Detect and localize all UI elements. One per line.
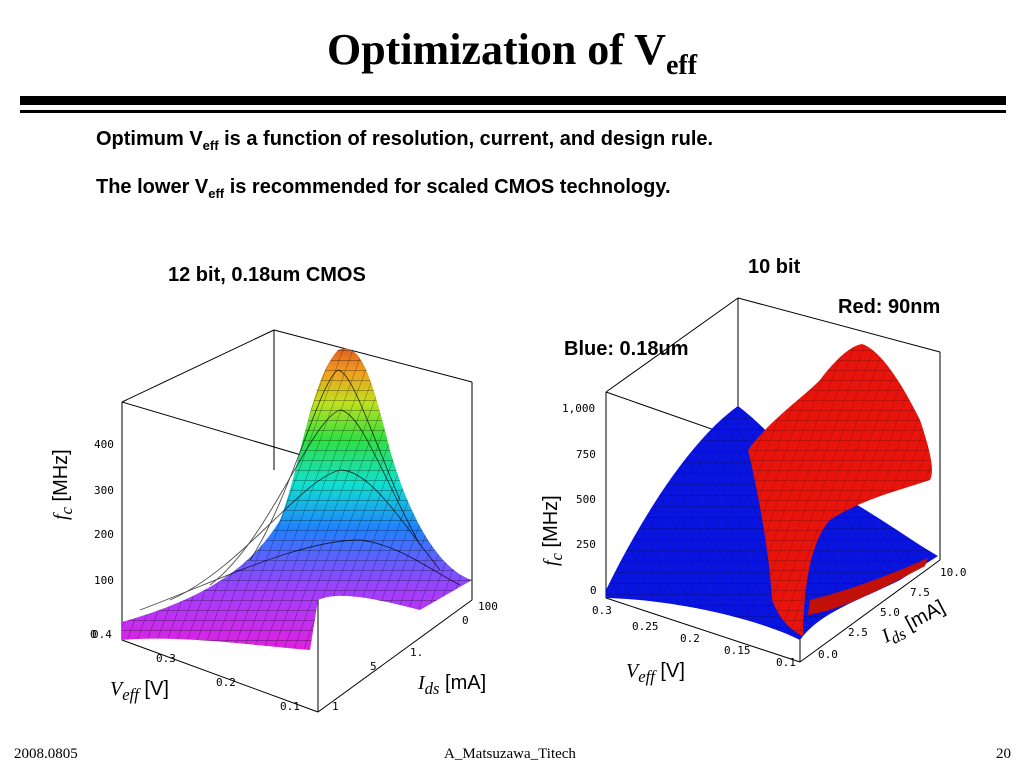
left-surface-mesh — [122, 348, 472, 650]
right-z-ticks: 0 250 500 750 1,000 — [562, 402, 597, 597]
tick-label: 0 — [462, 614, 469, 627]
tick-label: 300 — [94, 484, 114, 497]
right-v-axis-label: Veff [V] — [626, 660, 685, 687]
axis-symbol: f — [50, 514, 72, 520]
tick-label: 500 — [576, 493, 596, 506]
left-plot-frame — [121, 329, 473, 713]
tick-label: 400 — [94, 438, 114, 451]
tick-label: 0.2 — [216, 676, 236, 689]
tick-label: 0.4 — [92, 628, 112, 641]
tick-label: 0.25 — [632, 620, 659, 633]
bullet-lower: The lower Veff is recommended for scaled… — [96, 176, 671, 201]
slide-title: Optimization of Veff — [0, 24, 1024, 82]
legend-red: Red: 90nm — [838, 296, 941, 318]
tick-label: 0.15 — [724, 644, 751, 657]
left-z-ticks: 0 100 200 300 400 — [90, 438, 114, 641]
tick-label: 0.1 — [280, 700, 300, 713]
right-i-ticks: 0.0 2.5 5.0 7.5 10.0 — [818, 566, 967, 661]
bullet-optimum: Optimum Veff is a function of resolution… — [96, 128, 713, 153]
tick-label: 0.2 — [680, 632, 700, 645]
title-subscript: eff — [665, 49, 698, 81]
axis-symbol: V — [110, 678, 123, 700]
right-v-ticks: 0.3 0.25 0.2 0.15 0.1 — [592, 604, 796, 669]
bullet-text: The lower V — [96, 176, 209, 198]
red-surface-floor — [808, 558, 928, 615]
right-z-axis-label: fc [MHz] — [540, 495, 567, 566]
title-rule-thin — [20, 110, 1006, 113]
tick-label: 200 — [94, 528, 114, 541]
footer-author: A_Matsuzawa_Titech — [444, 746, 576, 762]
left-v-ticks: 0.4 0.3 0.2 0.1 — [92, 628, 300, 713]
tick-label: 100 — [478, 600, 498, 613]
left-z-axis-label: fc [MHz] — [50, 449, 77, 520]
tick-label: 0 — [90, 628, 97, 641]
tick-label: 100 — [94, 574, 114, 587]
title-main: Optimization of V — [326, 25, 666, 74]
axis-unit: [MHz] — [50, 449, 72, 508]
axis-unit: [V] — [654, 660, 685, 682]
tick-label: 7.5 — [910, 586, 930, 599]
left-v-axis-label: Veff [V] — [110, 678, 169, 705]
axis-symbol: V — [626, 660, 639, 682]
tick-label: 1,000 — [562, 402, 595, 415]
tick-label: 750 — [576, 448, 596, 461]
tick-label: 5 — [370, 660, 377, 673]
axis-subscript: c — [57, 507, 76, 515]
tick-label: 0.3 — [592, 604, 612, 617]
tick-label: 2.5 — [848, 626, 868, 639]
left-i-ticks: 1 5 1. 0 100 — [332, 600, 498, 713]
axis-symbol: f — [540, 560, 562, 566]
axis-subscript: c — [547, 553, 566, 561]
left-i-axis-label: Ids [mA] — [418, 672, 486, 699]
left-plot-label: 12 bit, 0.18um CMOS — [168, 264, 366, 286]
bullet-text: is a function of resolution, current, an… — [218, 128, 714, 150]
axis-subscript: eff — [638, 667, 655, 686]
axis-symbol: I — [418, 672, 425, 694]
axis-unit: [MHz] — [540, 495, 562, 554]
tick-label: 250 — [576, 538, 596, 551]
bullet-subscript: eff — [208, 186, 225, 201]
axis-subscript: eff — [122, 685, 139, 704]
tick-label: 0.0 — [818, 648, 838, 661]
bullet-subscript: eff — [202, 138, 219, 153]
axis-subscript: ds — [424, 679, 440, 698]
tick-label: 0.3 — [156, 652, 176, 665]
left-surface-contours — [139, 369, 461, 611]
footer-date: 2008.0805 — [14, 746, 78, 762]
bullet-text: Optimum V — [96, 128, 203, 150]
tick-label: 1 — [332, 700, 339, 713]
axis-unit: [V] — [138, 678, 169, 700]
tick-label: 10.0 — [940, 566, 967, 579]
legend-blue: Blue: 0.18um — [564, 338, 689, 360]
red-surface-mesh — [748, 344, 932, 636]
title-rule-thick — [20, 96, 1006, 105]
tick-label: 0 — [590, 584, 597, 597]
tick-label: 1. — [410, 646, 423, 659]
tick-label: 5.0 — [880, 606, 900, 619]
footer-page-number: 20 — [996, 746, 1011, 762]
bullet-text: is recommended for scaled CMOS technolog… — [224, 176, 671, 198]
axis-unit: [mA] — [439, 672, 487, 694]
tick-label: 0.1 — [776, 656, 796, 669]
right-plot-label: 10 bit — [748, 256, 801, 278]
